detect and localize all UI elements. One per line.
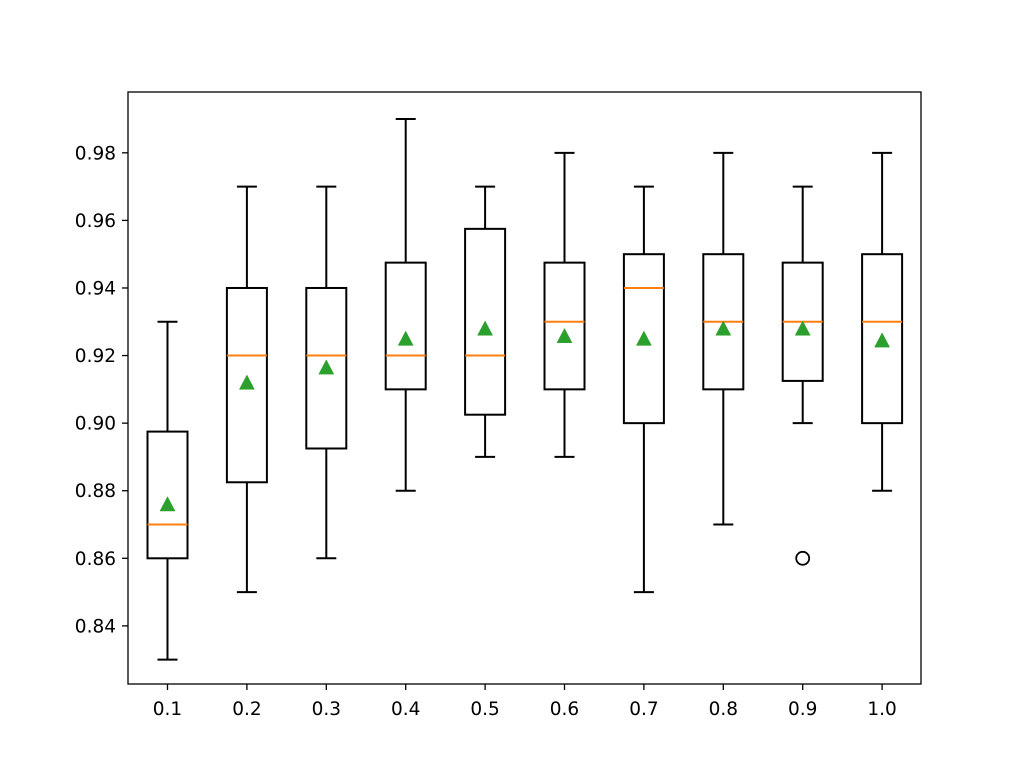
x-tick-label: 0.7 <box>629 699 658 720</box>
mean-marker <box>556 327 573 343</box>
mean-marker <box>238 374 255 390</box>
x-tick-label: 0.4 <box>391 699 420 720</box>
y-tick-label: 0.88 <box>75 481 116 502</box>
y-tick-label: 0.86 <box>75 549 116 570</box>
y-tick-label: 0.84 <box>75 616 116 637</box>
box-group <box>305 185 348 560</box>
outlier-point <box>795 550 811 566</box>
mean-marker <box>397 330 414 346</box>
box-group <box>225 185 268 594</box>
x-tick-label: 0.6 <box>550 699 579 720</box>
x-tick-label: 0.1 <box>153 699 182 720</box>
y-axis: 0.84 0.86 0.88 0.90 0.92 0.94 0.96 0.98 <box>75 143 128 637</box>
box-group <box>543 151 586 458</box>
boxes <box>146 118 904 661</box>
box-iqr <box>305 286 348 450</box>
mean-marker <box>874 332 891 348</box>
box-iqr <box>622 253 665 425</box>
x-tick-label: 0.8 <box>709 699 738 720</box>
y-tick-label: 0.94 <box>75 278 116 299</box>
box-group <box>146 320 189 661</box>
box-group <box>781 185 824 566</box>
box-group <box>702 151 745 526</box>
box-group <box>384 118 427 492</box>
box-iqr <box>861 253 904 425</box>
mean-marker <box>318 359 335 375</box>
mean-marker <box>715 320 732 336</box>
mean-marker <box>477 320 494 336</box>
box-iqr <box>384 261 427 391</box>
y-tick-label: 0.90 <box>75 414 116 435</box>
y-tick-label: 0.98 <box>75 143 116 164</box>
mean-marker <box>635 330 652 346</box>
x-tick-label: 0.2 <box>232 699 261 720</box>
box-group <box>861 151 904 492</box>
y-tick-label: 0.96 <box>75 211 116 232</box>
x-axis: 0.1 0.2 0.3 0.4 0.5 0.6 0.7 0.8 0.9 1.0 <box>153 684 897 720</box>
plot-area-frame <box>127 91 922 685</box>
box-iqr <box>543 261 586 391</box>
box-iqr <box>464 227 507 416</box>
box-group <box>464 185 507 458</box>
mean-marker <box>159 496 176 512</box>
box-iqr <box>146 430 189 560</box>
mean-marker <box>794 320 811 336</box>
y-tick-label: 0.92 <box>75 346 116 367</box>
box-iqr <box>225 286 268 484</box>
x-tick-label: 0.3 <box>312 699 341 720</box>
x-tick-label: 1.0 <box>867 699 896 720</box>
box-group <box>622 185 665 594</box>
x-tick-label: 0.9 <box>788 699 817 720</box>
x-tick-label: 0.5 <box>470 699 499 720</box>
